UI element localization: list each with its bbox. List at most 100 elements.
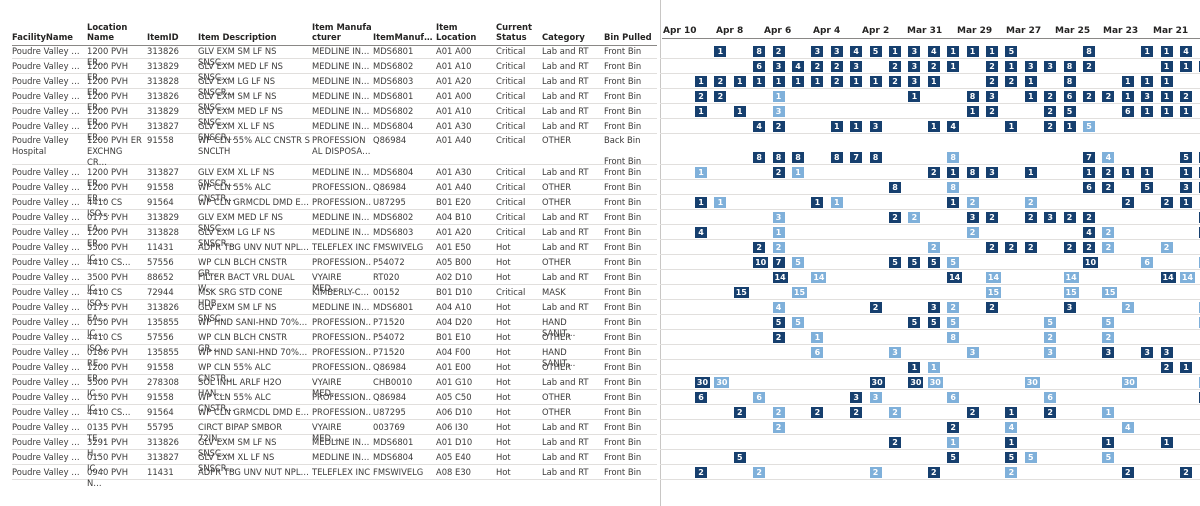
pull-count-box[interactable]: 2 <box>772 167 785 178</box>
pull-count-box[interactable]: 2 <box>1024 242 1037 253</box>
pull-count-box[interactable]: 2 <box>1083 242 1095 253</box>
pull-count-box[interactable]: 2 <box>927 467 940 478</box>
table-row[interactable]: Poudre Valley … 1200 PVH ER… 313828 GLV EXM… <box>12 225 657 248</box>
table-row[interactable]: Poudre Valley … 1200 PVH ER… 313829 GLV EXM… <box>12 59 657 82</box>
pull-count-box[interactable]: 1 <box>1005 61 1018 72</box>
pull-count-box[interactable]: 2 <box>1044 106 1057 117</box>
pull-count-box[interactable]: 1 <box>1160 76 1173 87</box>
pull-count-box[interactable]: 2 <box>811 61 824 72</box>
pull-count-box[interactable]: 15 <box>733 287 749 298</box>
pull-count-box[interactable]: 1 <box>1083 167 1095 178</box>
pull-count-box[interactable]: 6 <box>811 347 824 358</box>
column-header-description[interactable]: Item Description <box>198 32 277 42</box>
pull-count-box[interactable]: 2 <box>986 61 998 72</box>
table-row[interactable]: Poudre Valley … 1200 PVH ER… 313827 GLV EXM… <box>12 165 657 188</box>
pull-count-box[interactable]: 2 <box>772 46 785 57</box>
pull-count-box[interactable]: 4 <box>927 46 940 57</box>
pull-count-box[interactable]: 1 <box>1121 167 1134 178</box>
pull-count-box[interactable]: 8 <box>772 152 785 163</box>
pull-count-box[interactable]: 3 <box>927 302 940 313</box>
pull-count-box[interactable]: 3 <box>1044 347 1057 358</box>
pull-count-box[interactable]: 1 <box>733 76 746 87</box>
pull-count-box[interactable]: 3 <box>966 347 979 358</box>
pull-count-box[interactable]: 2 <box>1102 91 1115 102</box>
pull-count-box[interactable]: 3 <box>1024 61 1037 72</box>
pull-count-box[interactable]: 5 <box>869 46 882 57</box>
pull-count-box[interactable]: 15 <box>986 287 1001 298</box>
pull-count-box[interactable]: 3 <box>966 212 979 223</box>
pull-count-box[interactable]: 8 <box>947 152 960 163</box>
pull-count-box[interactable]: 1 <box>947 167 960 178</box>
pull-count-box[interactable]: 5 <box>1083 121 1095 132</box>
pull-count-box[interactable]: 8 <box>947 182 960 193</box>
pull-count-box[interactable]: 2 <box>1102 242 1115 253</box>
pull-count-box[interactable]: 30 <box>714 377 730 388</box>
pull-count-box[interactable]: 5 <box>772 317 785 328</box>
pull-count-box[interactable]: 2 <box>889 76 901 87</box>
date-header-label[interactable]: Mar 31 <box>907 26 943 36</box>
pull-count-box[interactable]: 1 <box>792 76 804 87</box>
pull-count-box[interactable]: 2 <box>1083 91 1095 102</box>
pull-count-box[interactable]: 3 <box>986 91 998 102</box>
pull-count-box[interactable]: 2 <box>1160 362 1173 373</box>
pull-count-box[interactable]: 2 <box>1044 332 1057 343</box>
table-row[interactable]: Poudre Valley … 1200 PVH ER… 313826 GLV EXM… <box>12 44 657 67</box>
pull-count-box[interactable]: 6 <box>1063 91 1076 102</box>
pull-count-box[interactable]: 2 <box>733 407 746 418</box>
pull-count-box[interactable]: 1 <box>850 76 863 87</box>
pull-count-box[interactable]: 2 <box>986 106 998 117</box>
pull-count-box[interactable]: 2 <box>1160 197 1173 208</box>
pull-count-box[interactable]: 2 <box>1005 242 1018 253</box>
pull-count-box[interactable]: 14 <box>947 272 963 283</box>
pull-count-box[interactable]: 1 <box>869 76 882 87</box>
date-header-label[interactable]: Mar 23 <box>1103 26 1139 36</box>
pull-count-box[interactable]: 5 <box>908 257 921 268</box>
pull-count-box[interactable]: 6 <box>947 392 960 403</box>
table-row[interactable]: Poudre Valley … 0186 PVH RE… 135855 WP HND … <box>12 345 657 368</box>
pull-count-box[interactable]: 3 <box>908 61 921 72</box>
pull-count-box[interactable]: 2 <box>889 407 901 418</box>
pull-count-box[interactable]: 3 <box>908 76 921 87</box>
table-row[interactable]: Poudre Valley … 0940 PVH N… 11431 ADPR TBG … <box>12 465 657 488</box>
pull-count-box[interactable]: 2 <box>772 422 785 433</box>
pull-count-box[interactable]: 1 <box>927 121 940 132</box>
date-header-label[interactable]: Apr 6 <box>764 26 792 36</box>
pull-count-box[interactable]: 2 <box>869 467 882 478</box>
pull-count-box[interactable]: 6 <box>695 392 707 403</box>
pull-count-box[interactable]: 1 <box>695 76 707 87</box>
pull-count-box[interactable]: 10 <box>1083 257 1098 268</box>
pull-count-box[interactable]: 1 <box>1141 167 1154 178</box>
pull-count-box[interactable]: 8 <box>889 182 901 193</box>
pull-count-box[interactable]: 1 <box>1102 407 1115 418</box>
pull-count-box[interactable]: 8 <box>966 91 979 102</box>
pull-count-box[interactable]: 1 <box>1063 121 1076 132</box>
pull-count-box[interactable]: 1 <box>947 46 960 57</box>
pull-count-box[interactable]: 1 <box>1024 167 1037 178</box>
pull-count-box[interactable]: 5 <box>1141 182 1154 193</box>
pull-count-box[interactable]: 4 <box>1005 422 1018 433</box>
pull-count-box[interactable]: 2 <box>772 407 785 418</box>
table-row[interactable]: Poudre Valley … 1200 PVH ER… 313827 GLV EXM… <box>12 119 657 142</box>
table-row[interactable]: Poudre Valley … 1200 PVH ER… 313829 GLV EXM… <box>12 104 657 127</box>
pull-count-box[interactable]: 2 <box>966 227 979 238</box>
pull-count-box[interactable]: 1 <box>947 197 960 208</box>
table-row[interactable]: Poudre Valley … 1200 PVH ER… 91558 WP CLN 5… <box>12 360 657 383</box>
pull-count-box[interactable]: 14 <box>986 272 1001 283</box>
pull-count-box[interactable]: 5 <box>947 452 960 463</box>
pull-count-box[interactable]: 5 <box>927 257 940 268</box>
pull-count-box[interactable]: 2 <box>714 91 727 102</box>
date-header-label[interactable]: Mar 27 <box>1006 26 1042 36</box>
table-body[interactable]: Poudre Valley … 1200 PVH ER… 313826 GLV EXM… <box>12 44 657 506</box>
pull-count-box[interactable]: 1 <box>908 91 921 102</box>
pull-count-box[interactable]: 1 <box>772 76 785 87</box>
pull-count-box[interactable]: 1 <box>986 46 998 57</box>
pull-count-box[interactable]: 1 <box>753 76 766 87</box>
pull-count-box[interactable]: 2 <box>1102 332 1115 343</box>
pull-count-box[interactable]: 1 <box>1180 61 1192 72</box>
date-header-label[interactable]: Mar 25 <box>1055 26 1091 36</box>
pull-count-box[interactable]: 1 <box>1024 76 1037 87</box>
date-header-label[interactable]: Apr 8 <box>716 26 744 36</box>
pull-count-box[interactable]: 2 <box>947 302 960 313</box>
table-row[interactable]: Poudre Valley … 4410 CS ISO… 91564 WP CLN G… <box>12 195 657 218</box>
pull-count-box[interactable]: 5 <box>1024 452 1037 463</box>
